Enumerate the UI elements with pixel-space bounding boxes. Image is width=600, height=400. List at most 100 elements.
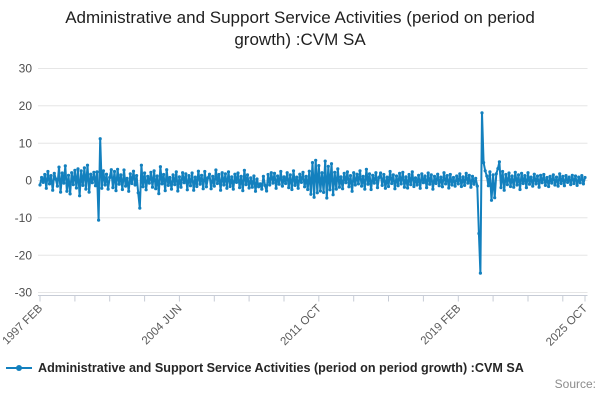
data-point-marker <box>325 196 329 200</box>
data-point-marker <box>534 182 538 186</box>
data-point-marker <box>404 175 408 179</box>
data-point-marker <box>220 171 224 175</box>
data-point-marker <box>241 189 245 193</box>
data-point-marker <box>518 187 522 192</box>
data-point-marker <box>38 183 42 187</box>
legend[interactable]: Administrative and Support Service Activ… <box>6 361 598 375</box>
data-point-marker <box>377 175 381 180</box>
data-point-marker <box>459 184 463 189</box>
data-point-marker <box>556 184 560 188</box>
data-point-marker <box>188 184 193 188</box>
data-point-marker <box>375 186 380 190</box>
data-point-marker <box>499 186 503 190</box>
data-point-marker <box>269 171 273 175</box>
data-point-marker <box>434 181 438 186</box>
data-point-marker <box>78 194 82 198</box>
data-point-marker <box>474 176 478 180</box>
data-point-marker <box>150 185 155 189</box>
data-point-marker <box>214 168 218 172</box>
data-point-marker <box>523 174 527 178</box>
data-point-marker <box>512 185 516 189</box>
data-point-marker <box>57 165 61 169</box>
data-point-marker <box>567 175 571 179</box>
data-point-marker <box>559 181 563 186</box>
data-point-marker <box>575 183 579 187</box>
data-point-marker <box>432 174 437 178</box>
data-point-marker <box>116 167 120 171</box>
data-point-marker <box>158 165 162 169</box>
data-point-marker <box>548 174 552 178</box>
data-point-marker <box>310 161 315 165</box>
data-point-marker <box>399 182 403 186</box>
data-point-marker <box>233 172 237 176</box>
data-point-marker <box>288 173 292 177</box>
data-point-marker <box>87 190 91 194</box>
data-point-marker <box>54 177 58 181</box>
data-point-marker <box>521 181 525 186</box>
data-point-marker <box>350 189 354 193</box>
data-point-marker <box>444 182 448 186</box>
data-point-marker <box>298 172 302 176</box>
data-point-marker <box>244 183 248 187</box>
data-point-marker <box>187 174 191 178</box>
data-point-marker <box>553 183 557 187</box>
data-point-marker <box>120 187 124 192</box>
data-point-marker <box>564 174 568 178</box>
data-point-marker <box>532 172 536 176</box>
data-point-marker <box>303 185 307 189</box>
data-point-marker <box>573 174 578 178</box>
data-point-marker <box>51 188 55 192</box>
data-point-marker <box>437 184 441 188</box>
data-point-marker <box>502 188 506 192</box>
data-point-marker <box>507 171 511 175</box>
data-point-marker <box>219 188 223 192</box>
data-point-marker <box>122 168 126 172</box>
data-point-marker <box>494 172 498 176</box>
data-point-marker <box>238 186 242 190</box>
data-point-marker <box>163 189 167 193</box>
data-point-marker <box>76 167 80 171</box>
data-point-marker <box>508 184 513 189</box>
data-point-marker <box>265 189 269 193</box>
data-point-marker <box>130 181 134 186</box>
data-point-marker <box>341 187 345 191</box>
data-point-marker <box>475 184 479 188</box>
data-point-marker <box>406 186 410 190</box>
data-point-marker <box>162 172 166 177</box>
data-point-marker <box>301 170 305 174</box>
data-point-marker <box>68 192 72 196</box>
data-point-marker <box>79 169 83 173</box>
data-point-marker <box>174 170 178 174</box>
data-point-marker <box>421 181 425 185</box>
data-point-marker <box>108 175 112 180</box>
data-point-marker <box>436 172 440 176</box>
data-point-marker <box>320 171 324 175</box>
data-point-marker <box>177 175 181 179</box>
data-point-marker <box>274 186 278 190</box>
data-point-marker <box>361 174 365 178</box>
data-point-marker <box>450 183 454 187</box>
data-point-marker <box>93 184 98 188</box>
data-point-marker <box>258 182 262 186</box>
data-point-marker <box>551 173 555 177</box>
data-point-marker <box>60 171 64 175</box>
data-point-marker <box>282 175 286 179</box>
data-point-marker <box>119 173 123 177</box>
data-point-marker <box>97 218 101 222</box>
data-point-marker <box>143 171 147 175</box>
data-point-marker <box>285 171 289 175</box>
data-point-marker <box>515 183 519 187</box>
data-point-marker <box>488 170 492 174</box>
data-point-marker <box>423 174 427 178</box>
y-tick-label: 30 <box>19 62 33 76</box>
x-tick-label: 2011 OCT <box>279 303 324 348</box>
data-point-marker <box>103 183 107 187</box>
data-point-marker <box>234 180 239 184</box>
data-point-marker <box>124 184 128 188</box>
data-point-marker <box>144 188 148 192</box>
data-point-marker <box>253 189 258 193</box>
data-point-marker <box>182 181 186 185</box>
data-point-marker <box>439 175 443 179</box>
data-point-marker <box>466 181 470 185</box>
data-point-marker <box>104 172 109 176</box>
